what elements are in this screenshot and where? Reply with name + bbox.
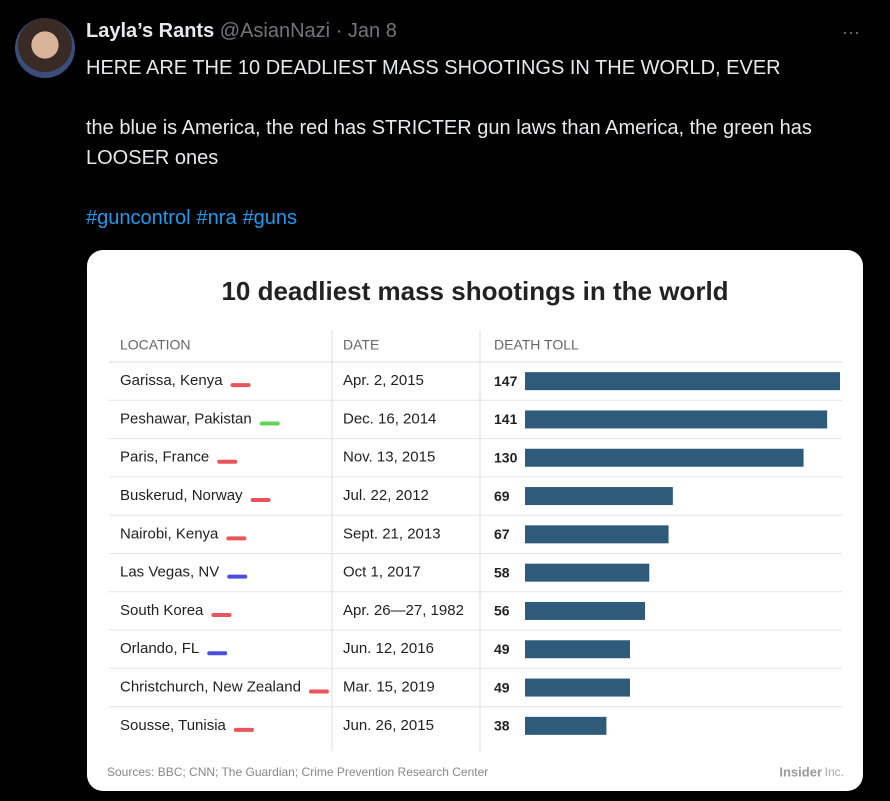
brand: Insider [779, 764, 822, 779]
column-header: DEATH TOLL [494, 337, 579, 353]
location: South Korea [120, 602, 204, 619]
card-bg [87, 250, 863, 791]
date: Jun. 26, 2015 [343, 717, 434, 734]
death-toll: 56 [494, 603, 510, 619]
column-header: DATE [343, 337, 379, 353]
location: Las Vegas, NV [120, 564, 219, 581]
bar [525, 678, 630, 697]
bar [525, 601, 645, 620]
death-toll: 49 [494, 679, 510, 695]
tweet-header: Layla’s Rants @AsianNazi · Jan 8 [86, 20, 397, 43]
location: Paris, France [120, 449, 209, 466]
bar [525, 487, 673, 506]
location: Buskerud, Norway [120, 487, 243, 504]
tweet-paragraph: HERE ARE THE 10 DEADLIEST MASS SHOOTINGS… [86, 57, 781, 79]
bar [525, 372, 840, 391]
date: Sept. 21, 2013 [343, 525, 441, 542]
separator: · [335, 20, 343, 42]
date: Apr. 2, 2015 [343, 372, 424, 389]
location: Christchurch, New Zealand [120, 679, 301, 696]
death-toll: 69 [494, 488, 510, 504]
date[interactable]: Jan 8 [347, 20, 397, 42]
bar [525, 563, 650, 582]
date: Apr. 26—27, 1982 [343, 602, 464, 619]
death-toll: 67 [494, 526, 510, 542]
date: Jun. 12, 2016 [343, 640, 434, 657]
date: Mar. 15, 2019 [343, 679, 435, 696]
death-toll: 130 [494, 449, 518, 465]
bar [525, 448, 804, 467]
more-button[interactable]: ··· [842, 22, 860, 42]
hashtag[interactable]: #guns [242, 207, 298, 229]
column-header: LOCATION [120, 337, 191, 353]
location: Nairobi, Kenya [120, 525, 219, 542]
hashtags: #guncontrol #nra #guns [86, 203, 831, 233]
death-toll: 141 [494, 411, 518, 427]
tweet-body: HERE ARE THE 10 DEADLIEST MASS SHOOTINGS… [86, 53, 831, 233]
date: Jul. 22, 2012 [343, 487, 429, 504]
avatar[interactable] [15, 18, 75, 78]
author[interactable]: Layla’s Rants [86, 20, 215, 42]
image-title: 10 deadliest mass shootings in the world [221, 276, 728, 306]
date: Dec. 16, 2014 [343, 410, 436, 427]
bar [525, 716, 607, 735]
hashtag[interactable]: #nra [196, 207, 237, 229]
tweet-text: HERE ARE THE 10 DEADLIEST MASS SHOOTINGS… [86, 53, 831, 173]
handle[interactable]: @AsianNazi [219, 20, 331, 42]
hashtag[interactable]: #guncontrol [86, 207, 191, 229]
bar [525, 410, 828, 429]
brand-suffix: Inc. [825, 765, 844, 779]
death-toll: 49 [494, 641, 510, 657]
location: Sousse, Tunisia [120, 717, 227, 734]
location: Peshawar, Pakistan [120, 410, 252, 427]
date: Oct 1, 2017 [343, 564, 421, 581]
location: Garissa, Kenya [120, 372, 223, 389]
location: Orlando, FL [120, 640, 199, 657]
bar [525, 640, 630, 659]
tweet-paragraph: the blue is America, the red has STRICTE… [86, 117, 812, 169]
image-card[interactable]: 10 deadliest mass shootings in the world… [87, 250, 863, 791]
bar [525, 525, 669, 544]
date: Nov. 13, 2015 [343, 449, 435, 466]
death-toll: 147 [494, 373, 518, 389]
source: Sources: BBC; CNN; The Guardian; Crime P… [107, 765, 488, 779]
death-toll: 38 [494, 718, 510, 734]
death-toll: 58 [494, 564, 510, 580]
